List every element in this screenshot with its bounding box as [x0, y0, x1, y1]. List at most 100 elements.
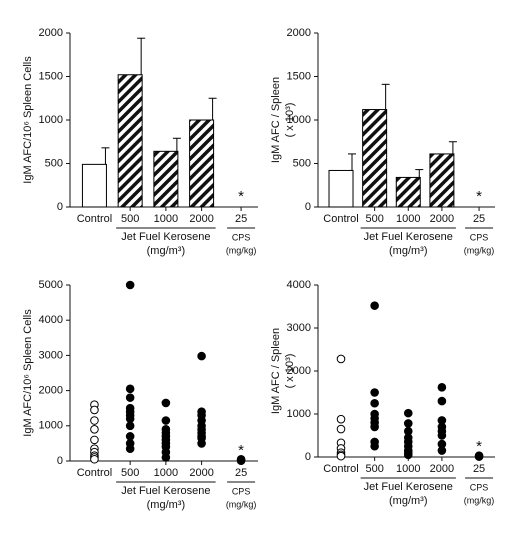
x-tick-label: 1000: [396, 463, 420, 475]
bar: [328, 169, 354, 208]
point: [370, 441, 379, 451]
point: [336, 424, 346, 434]
group-label: Jet Fuel Kerosene: [364, 481, 453, 493]
y-axis-label: ( x 10³): [284, 354, 296, 389]
bar: [153, 150, 179, 208]
point: [125, 444, 135, 453]
point: [437, 446, 447, 455]
panel: 0 500 1000 1500 2000 IgM AFC / Spleen( x 10³)…: [270, 27, 495, 257]
point: [403, 450, 413, 460]
point: [336, 354, 346, 364]
y-tick-label: 2000: [39, 27, 63, 39]
x-tick-label: 1000: [154, 467, 178, 479]
point: [125, 384, 135, 394]
bar: [429, 153, 455, 208]
y-tick-label: 5000: [39, 279, 63, 291]
point: [437, 383, 447, 392]
point: [90, 416, 99, 425]
point: [370, 388, 379, 397]
x-tick-label: Control: [77, 467, 112, 479]
bar: [117, 74, 143, 208]
x-tick-label: Control: [323, 213, 358, 225]
point: [336, 451, 346, 461]
point: [125, 414, 135, 424]
point: [90, 435, 99, 445]
group-unit: (mg/kg): [226, 499, 257, 509]
group-label: CPS: [232, 232, 251, 242]
y-tick-label: 1500: [287, 70, 311, 82]
y-tick-label: 500: [45, 157, 63, 169]
x-tick-label: 500: [121, 467, 139, 479]
y-axis-label: IgM AFC / Spleen: [270, 77, 282, 163]
y-tick-label: 1000: [39, 114, 63, 126]
y-axis-label: IgM AFC/10⁶ Spleen Cells: [22, 56, 34, 184]
x-tick-label: 2000: [189, 213, 213, 225]
x-tick-label: 2000: [430, 213, 454, 225]
bar: [81, 163, 107, 208]
group-label: CPS: [470, 482, 489, 492]
group-label: Jet Fuel Kerosene: [121, 231, 210, 243]
x-tick-label: Control: [323, 463, 358, 475]
point: [125, 432, 135, 441]
y-tick-label: 2000: [287, 365, 311, 377]
group-unit: (mg/m³): [389, 495, 428, 507]
bar: [395, 176, 421, 208]
point: [197, 439, 206, 448]
panel: 0 1000 2000 3000 4000 5000 IgM AFC/10⁶ Spleen …: [22, 279, 258, 511]
x-tick-label: 500: [121, 213, 139, 225]
y-tick-label: 4000: [287, 279, 311, 291]
group-unit: (mg/m³): [147, 499, 186, 511]
y-axis-label: IgM AFC/10⁶ Spleen Cells: [22, 309, 34, 437]
y-tick-label: 1000: [39, 420, 63, 432]
y-tick-label: 2000: [39, 385, 63, 397]
x-tick-label: 25: [473, 213, 485, 225]
x-tick-label: 2000: [430, 463, 454, 475]
group-unit: (mg/kg): [464, 495, 495, 505]
y-tick-label: 1000: [287, 408, 311, 420]
y-tick-label: 0: [305, 201, 311, 213]
point: [161, 453, 171, 462]
y-tick-label: 0: [57, 455, 63, 467]
point: [90, 425, 99, 434]
point: [370, 422, 379, 432]
group-unit: (mg/m³): [147, 245, 186, 257]
point: [161, 398, 171, 408]
y-tick-label: 0: [57, 201, 63, 213]
annotation: *: [476, 188, 482, 205]
y-axis-label: ( x 10³): [284, 103, 296, 138]
point: [403, 419, 413, 428]
x-tick-label: 1000: [396, 213, 420, 225]
y-tick-label: 0: [305, 451, 311, 463]
point: [236, 456, 246, 465]
group-label: CPS: [470, 232, 489, 242]
group-label: Jet Fuel Kerosene: [121, 485, 210, 497]
annotation: *: [238, 442, 244, 459]
point: [474, 452, 484, 461]
x-tick-label: 1000: [154, 213, 178, 225]
point: [125, 421, 135, 431]
bar: [362, 109, 388, 208]
x-tick-label: 25: [235, 467, 247, 479]
y-tick-label: 3000: [39, 349, 63, 361]
x-tick-label: 500: [365, 213, 383, 225]
y-tick-label: 4000: [39, 314, 63, 326]
y-tick-label: 3000: [287, 322, 311, 334]
y-tick-label: 1000: [287, 114, 311, 126]
annotation: *: [238, 188, 244, 205]
group-unit: (mg/kg): [464, 245, 495, 255]
point: [125, 393, 135, 402]
y-axis-label: IgM AFC / Spleen: [270, 328, 282, 414]
point: [370, 301, 379, 310]
point: [403, 408, 413, 418]
y-tick-label: 500: [293, 157, 311, 169]
point: [336, 414, 346, 424]
x-tick-label: 25: [473, 463, 485, 475]
x-tick-label: 2000: [189, 467, 213, 479]
point: [161, 416, 171, 425]
x-tick-label: Control: [77, 213, 112, 225]
point: [370, 398, 379, 408]
y-tick-label: 1500: [39, 70, 63, 82]
y-tick-label: 2000: [287, 27, 311, 39]
point: [90, 405, 99, 415]
